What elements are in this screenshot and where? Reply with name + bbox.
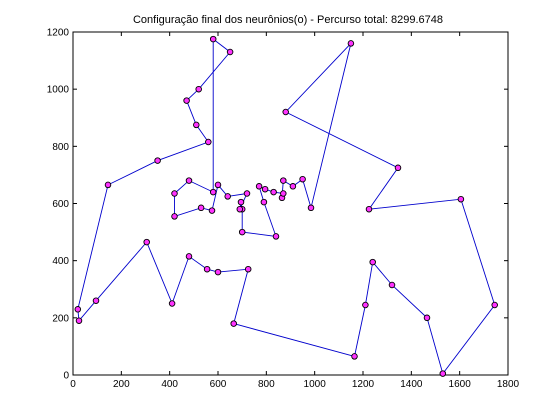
neuron-point (154, 157, 161, 164)
x-tick-label: 1200 (352, 379, 375, 390)
neuron-point (193, 121, 200, 129)
neuron-point (307, 204, 315, 212)
y-tick-label: 1200 (47, 28, 70, 39)
neuron-point (74, 306, 82, 313)
neuron-point (260, 198, 268, 206)
neuron-point (280, 190, 287, 197)
x-tick-label: 1400 (400, 379, 423, 390)
tick-labels: 0 200 400 600 800 1000 1200 1400 1600 1800 0 200 400… (47, 28, 520, 391)
neuron-point (388, 281, 396, 289)
y-tick-label: 0 (63, 371, 69, 382)
x-tick-label: 400 (161, 379, 178, 390)
neuron-point (214, 181, 222, 189)
neuron-point (439, 370, 447, 377)
y-tick-label: 600 (52, 199, 69, 210)
tour-path (77, 38, 496, 375)
neuron-point (261, 185, 269, 193)
y-tick-label: 200 (52, 313, 69, 324)
neuron-point (197, 204, 205, 212)
neuron-point (347, 40, 355, 47)
neuron-point (244, 265, 252, 273)
neuron-point (209, 35, 217, 43)
neuron-point (171, 213, 178, 220)
tour-line (77, 38, 496, 375)
neuron-point (369, 258, 376, 266)
chart-title: Configuração final dos neurônios(o) - Pe… (133, 14, 443, 26)
neuron-point (203, 265, 211, 273)
y-tick-label: 800 (52, 142, 69, 153)
neuron-point (92, 297, 100, 304)
neuron-point (365, 205, 373, 213)
x-tick-label: 1800 (497, 379, 520, 390)
neuron-point (280, 177, 287, 184)
neuron-point (214, 268, 222, 276)
neuron-point (491, 301, 498, 309)
neuron-point (351, 353, 358, 360)
neuron-point (183, 97, 190, 104)
neuron-point (282, 108, 289, 116)
x-tick-label: 1000 (304, 379, 327, 390)
neuron-point (272, 233, 280, 240)
neuron-point (394, 164, 402, 172)
neuron-point (143, 238, 150, 246)
plot-frame (72, 31, 509, 376)
x-tick-label: 0 (70, 379, 76, 390)
neuron-markers (74, 35, 498, 377)
neuron-point (270, 188, 277, 196)
y-tick-label: 400 (52, 256, 69, 267)
neuron-point (75, 317, 83, 324)
neuron-point (185, 177, 193, 184)
neuron-point (226, 48, 234, 56)
neuron-point (237, 198, 245, 206)
neuron-point (238, 228, 246, 236)
x-tick-label: 200 (113, 379, 130, 390)
neuron-point (299, 175, 306, 183)
neuron-point (168, 300, 176, 307)
neuron-point (255, 183, 263, 190)
neuron-point (209, 188, 217, 196)
x-tick-label: 1600 (449, 379, 472, 390)
neuron-point (230, 320, 237, 327)
neuron-point (289, 183, 297, 190)
axes (72, 31, 509, 376)
neuron-point (104, 181, 112, 189)
y-tick-label: 1000 (47, 85, 70, 96)
neuron-point (171, 190, 178, 197)
neuron-point (457, 195, 465, 203)
x-tick-label: 600 (210, 379, 227, 390)
neuron-point (243, 190, 251, 197)
neuron-point (224, 193, 231, 200)
neuron-point (423, 314, 431, 322)
neuron-point (362, 301, 369, 309)
neuron-point (185, 253, 193, 260)
neuron-point (236, 205, 244, 213)
neuron-point (195, 85, 202, 93)
neuron-point (205, 138, 212, 146)
x-tick-label: 800 (258, 379, 275, 390)
neuron-point (208, 207, 216, 214)
